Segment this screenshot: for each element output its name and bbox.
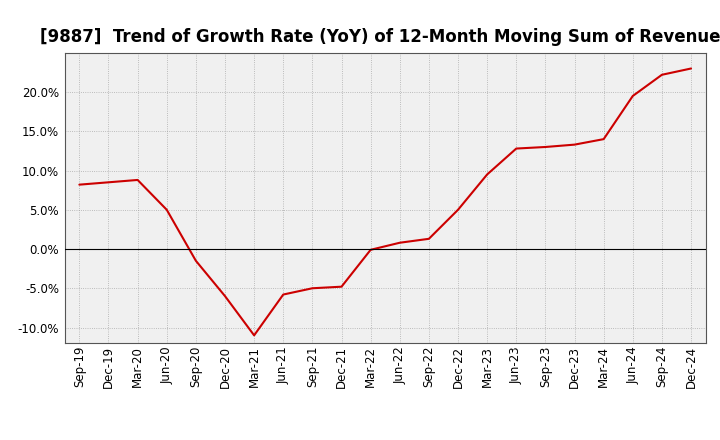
Title: [9887]  Trend of Growth Rate (YoY) of 12-Month Moving Sum of Revenues: [9887] Trend of Growth Rate (YoY) of 12-… — [40, 28, 720, 46]
